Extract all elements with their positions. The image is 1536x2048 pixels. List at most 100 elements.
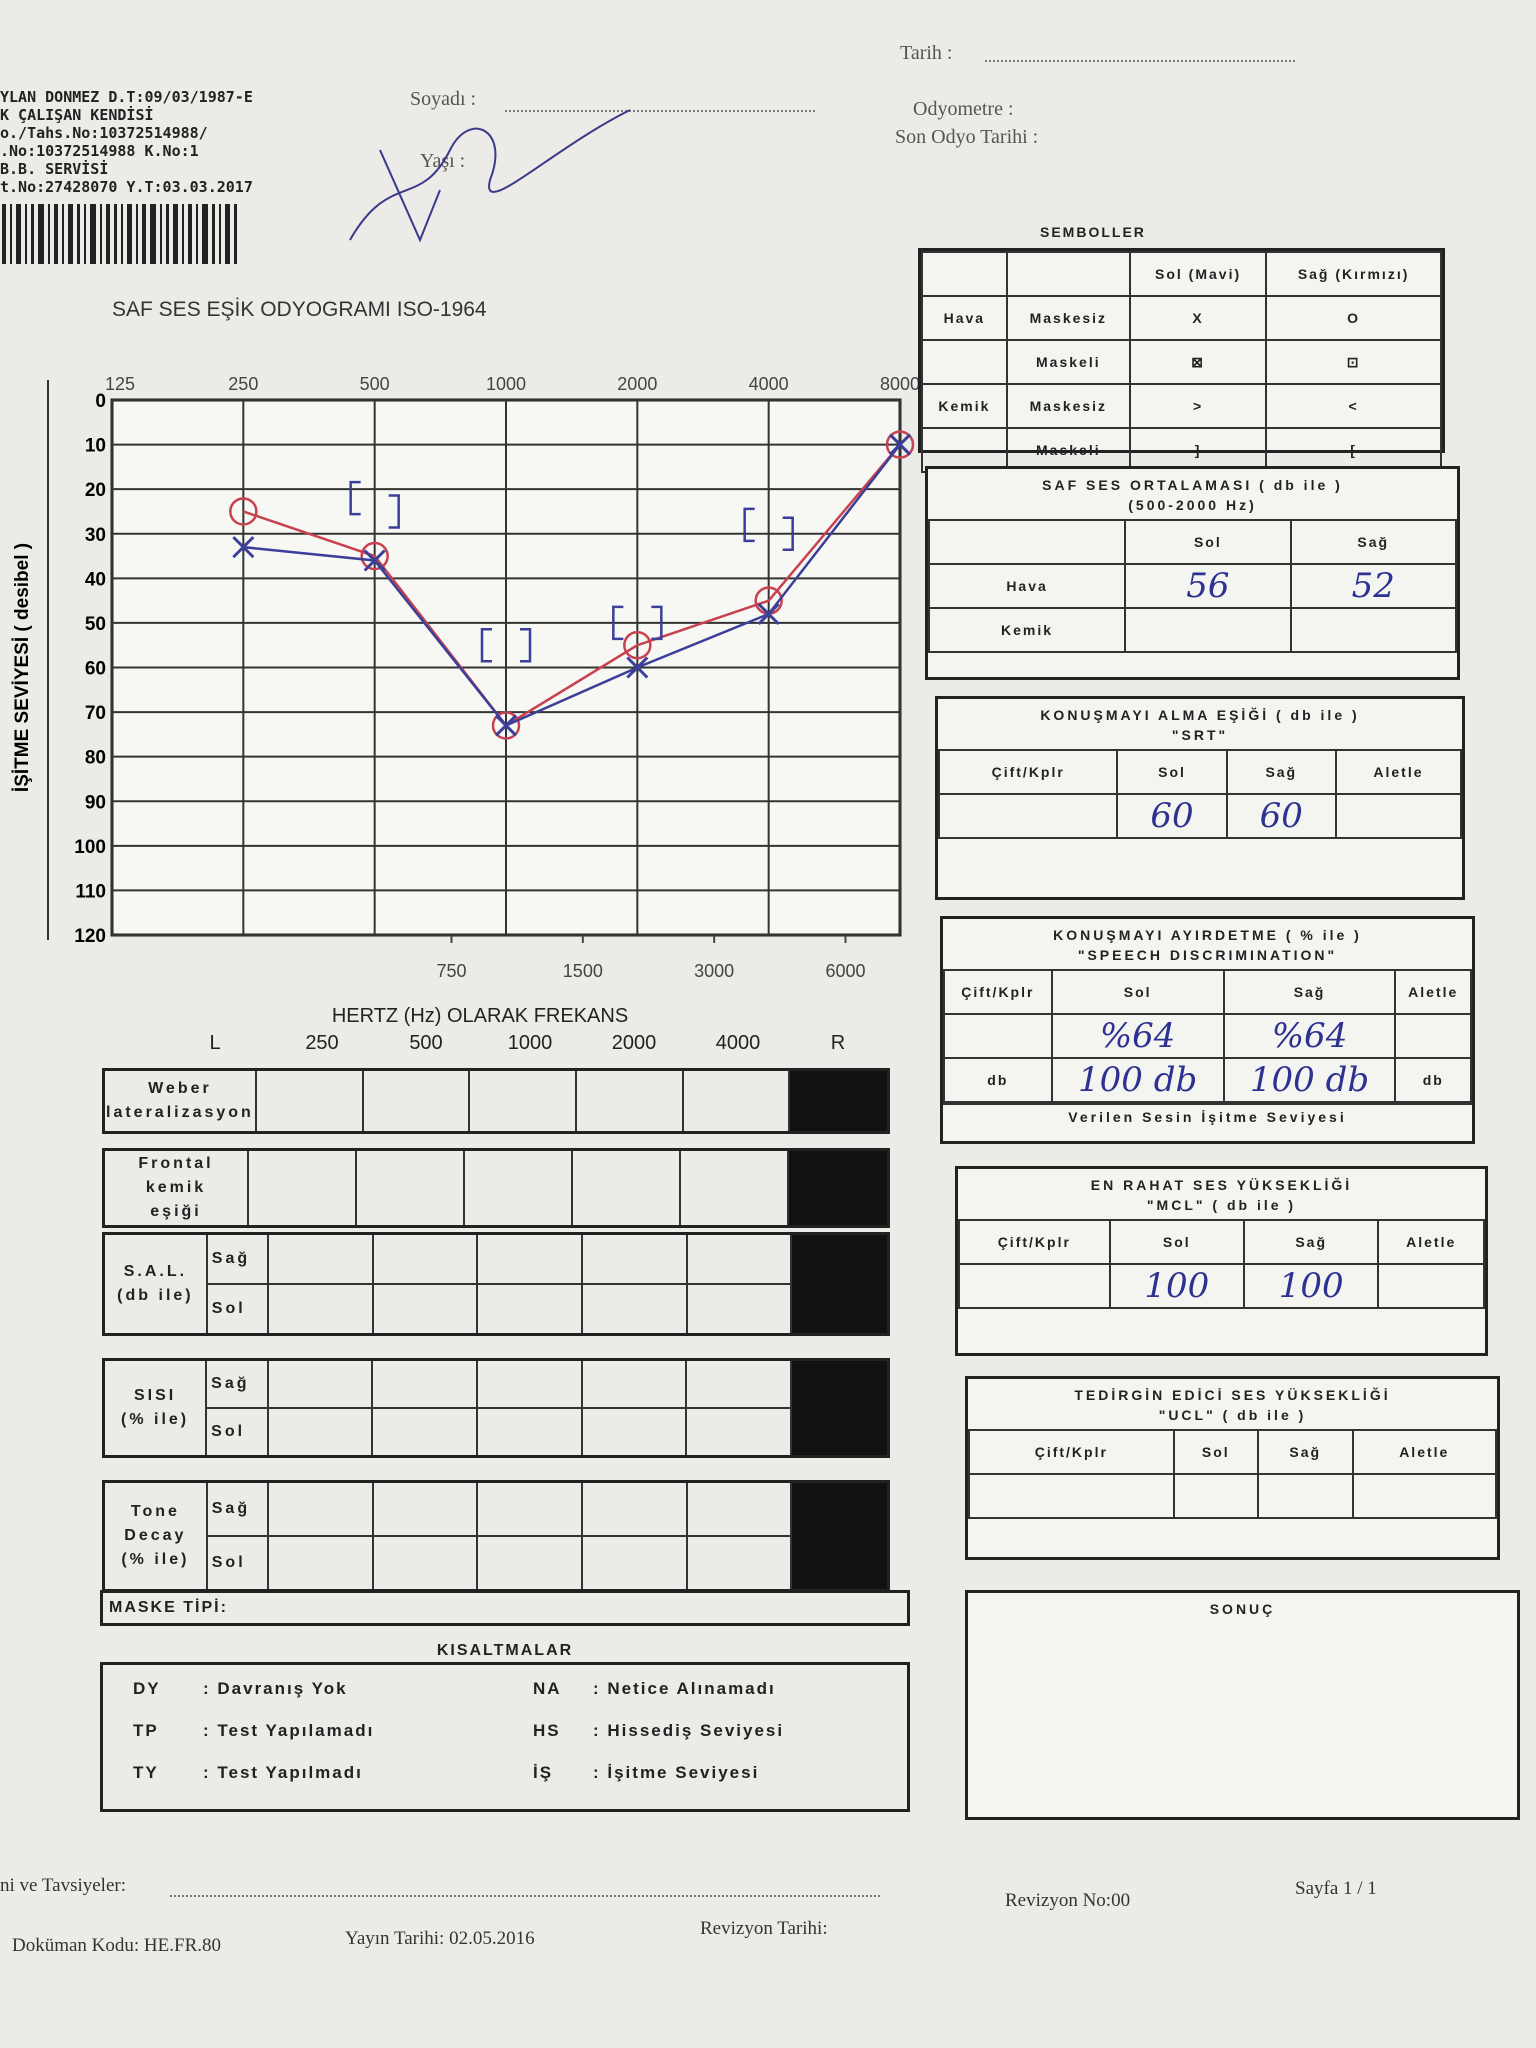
y-axis-label: İŞİTME SEVİYESİ ( desibel ) [12,543,33,792]
row-label: [ [1265,427,1442,473]
test-row: S.A.L. (db ile) Sağ [102,1232,890,1336]
form-panel: TEDİRGİN EDİCİ SES YÜKSEKLİĞİ "UCL" ( db … [965,1376,1500,1560]
test-row: Tone Decay (% ile) Sağ [102,1480,890,1592]
marker-x [626,656,649,679]
row-label: Maskesiz [1005,383,1131,429]
row-label: Kemik [927,607,1127,653]
panel-header-row: Sol (Mavi) Sağ (Kırmızı) [921,251,1442,297]
test-label: Frontal kemik eşiği [102,1148,249,1228]
test-cell [685,1232,793,1285]
panel-header-row: Çift/Kplr Sol Sağ Aletle [937,749,1463,795]
test-cell [476,1480,583,1537]
revision-date: Revizyon Tarihi: [700,1918,828,1939]
y-tick-label: 60 [85,659,106,680]
empty-cell [921,251,1008,297]
patient-line: B.B. SERVİSİ [0,160,109,178]
test-cell [266,1358,374,1409]
patient-info: YLAN DONMEZ D.T:09/03/1987-E K ÇALIŞAN KE… [0,88,253,196]
x-minor-tick-label: 750 [436,961,466,981]
x-tick-label: 8000 [880,374,920,394]
patient-line: o./Tahs.No:10372514988/ [0,124,208,142]
freq-header: 2000 [611,1032,657,1054]
test-label: Tone Decay (% ile) [102,1480,208,1592]
r-column [789,1358,890,1458]
audiometer-label: Odyometre : [913,98,1014,120]
panel-row [968,1473,1497,1519]
surname-label: Soyadı : [410,88,477,110]
y-tick-label: 120 [74,926,106,947]
empty-cell [921,339,1008,385]
marker-x [363,549,386,572]
patient-line: t.No:27428070 Y.T:03.03.2017 [0,178,253,196]
empty-cell [1124,607,1292,653]
panel-footer: Verilen Sesin İşitme Seviyesi [943,1103,1472,1129]
test-cell [371,1480,479,1537]
test-cell [267,1232,374,1285]
test-label-line: Frontal kemik [138,1155,214,1196]
marker-x [232,536,255,559]
column-header: Aletle [1377,1219,1485,1265]
test-cell [267,1535,374,1592]
abbr-code: TY [133,1763,159,1782]
empty-cell [1351,1473,1497,1519]
test-label-line: (db ile) [117,1287,194,1304]
test-cell [468,1068,577,1134]
column-header: Çift/Kplr [958,1219,1111,1265]
page-number: Sayfa 1 / 1 [1295,1878,1377,1899]
side-label: Sol [205,1283,270,1336]
abbr-text: : İşitme Seviyesi [593,1763,760,1782]
empty-cell [937,793,1119,839]
side-label: Sağ [205,1480,270,1537]
revision-no: Revizyon No:00 [1005,1890,1131,1911]
row-label: ⊡ [1265,339,1442,385]
panel-title: EN RAHAT SES YÜKSEKLİĞİ [1090,1177,1353,1193]
marker-circle [623,630,652,660]
panel-title: SONUÇ [1209,1601,1276,1617]
test-label-line: Tone [130,1503,180,1520]
column-header: Sağ [1289,519,1458,565]
y-tick-label: 0 [95,391,106,412]
abbreviations-title: KISALTMALAR [436,1642,574,1659]
column-header: Sol [1108,1219,1246,1265]
handwritten-value: 56 [1124,563,1292,609]
column-header: Sol [1172,1429,1259,1475]
row-label: O [1265,295,1442,341]
abbr-code: NA [533,1679,562,1698]
panel-header-row: Çift/Kplr Sol Sağ Aletle [943,969,1472,1015]
test-row: SISI (% ile) Sağ [102,1358,890,1458]
test-row: Sol [104,1535,889,1592]
y-tick-label: 70 [85,703,106,724]
test-cell [685,1283,793,1336]
row-label: X [1128,295,1268,341]
surname-line [505,110,815,112]
panel-subtitle: "MCL" ( db ile ) [1146,1197,1297,1213]
panel-row: Hava Maskesiz X O [921,295,1442,341]
test-cell [476,1283,583,1336]
panel-table: Çift/Kplr Sol Sağ Aletle %64 %64 db 100 db 100 d… [943,969,1472,1103]
marker-bracket [480,627,492,663]
panel-header-row: Çift/Kplr Sol Sağ Aletle [968,1429,1497,1475]
handwritten-value: 100 db [1222,1057,1397,1103]
handwritten-value: %64 [1222,1013,1397,1059]
test-cell [580,1232,688,1285]
freq-header: 250 [305,1032,339,1054]
empty-cell [958,1263,1111,1309]
row-label: ] [1128,427,1268,473]
y-tick-label: 10 [85,436,106,457]
panel-title: KONUŞMAYI AYIRDETME ( % ile ) [1053,927,1362,943]
panel-row: Kemik Maskesiz > < [921,383,1442,429]
test-cell [371,1232,479,1285]
row-label: Kemik [921,383,1008,429]
test-cell [254,1068,364,1134]
test-cell [266,1407,374,1458]
test-block: SISI (% ile) Sağ Sol [102,1358,890,1458]
row-label: < [1265,383,1442,429]
marker-bracket [388,494,400,529]
patient-line: K ÇALIŞAN KENDİSİ [0,106,154,124]
form-panel: KONUŞMAYI ALMA EŞİĞİ ( db ile ) "SRT" Çift… [935,696,1465,900]
column-header: Çift/Kplr [968,1429,1175,1475]
panel-table: Sol Sağ Hava 56 52 Kemik [927,519,1458,653]
panel-row: Kemik [927,607,1458,653]
marker-circle [491,711,521,740]
